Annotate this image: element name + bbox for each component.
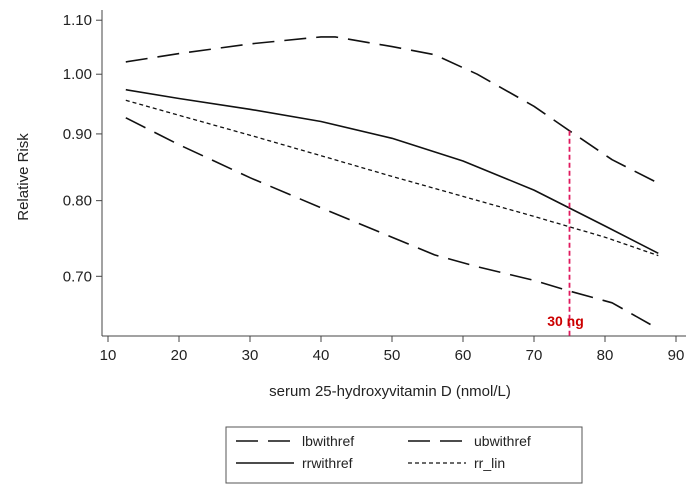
annotation-label: 30 ng [547, 313, 584, 329]
y-tick-label: 0.70 [63, 268, 92, 285]
x-tick-label: 90 [668, 347, 685, 364]
x-tick-label: 80 [597, 347, 614, 364]
legend-entry-rrwithref: rrwithref [236, 455, 353, 471]
legend-entry-lbwithref: lbwithref [236, 433, 354, 449]
legend-entry-ubwithref: ubwithref [408, 433, 531, 449]
y-axis-label: Relative Risk [15, 133, 32, 221]
series-layer [125, 36, 659, 330]
annotation-layer: 30 ng [547, 130, 584, 336]
legend-label: rr_lin [474, 455, 505, 471]
y-tick-label: 0.90 [63, 126, 92, 143]
x-axis-ticks: 10 20 30 40 50 60 70 80 90 [100, 336, 685, 364]
legend-label: rrwithref [302, 455, 353, 471]
legend-label: lbwithref [302, 433, 354, 449]
x-tick-label: 70 [526, 347, 543, 364]
y-tick-label: 0.80 [63, 193, 92, 210]
legend-entry-rr-lin: rr_lin [408, 455, 505, 471]
x-axis-label: serum 25-hydroxyvitamin D (nmol/L) [269, 383, 511, 400]
x-tick-label: 40 [313, 347, 330, 364]
axes [101, 10, 686, 337]
series-line-ubwithref [125, 36, 659, 184]
x-tick-label: 60 [455, 347, 472, 364]
legend-box [225, 426, 583, 484]
series-line-rr-lin [125, 99, 659, 257]
legend: lbwithref ubwithref rrwithref rr_lin [225, 426, 583, 484]
y-axis-ticks: 0.70 0.80 0.90 1.00 1.10 [63, 12, 102, 285]
y-tick-label: 1.00 [63, 66, 92, 83]
series-line-rrwithref [125, 88, 659, 255]
legend-label: ubwithref [474, 433, 531, 449]
x-tick-label: 20 [171, 347, 188, 364]
series-line-lbwithref [125, 117, 659, 330]
x-tick-label: 10 [100, 347, 117, 364]
y-tick-label: 1.10 [63, 12, 92, 29]
x-tick-label: 30 [242, 347, 259, 364]
x-tick-label: 50 [384, 347, 401, 364]
